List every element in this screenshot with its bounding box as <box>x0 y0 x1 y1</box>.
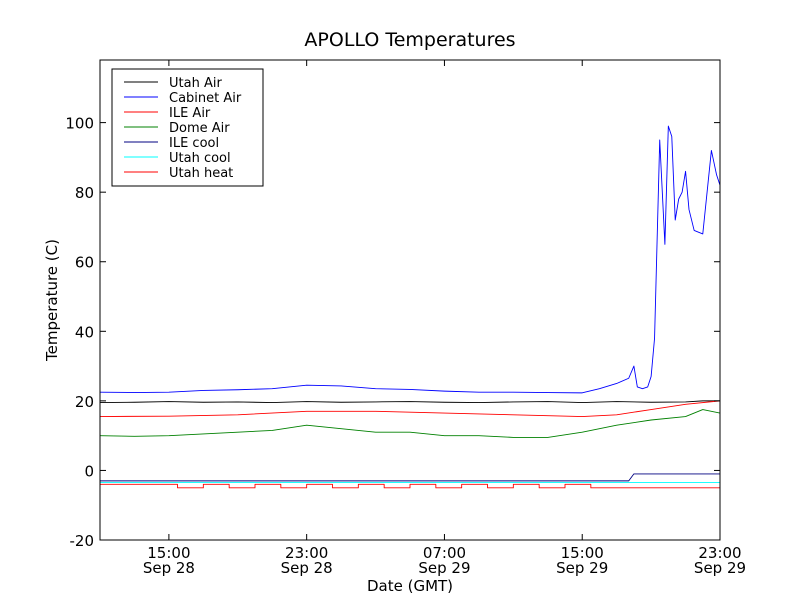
series-line-ile-cool <box>100 473 720 482</box>
y-tick-label: 80 <box>75 184 94 202</box>
x-tick-date-label: Sep 29 <box>418 559 470 577</box>
series-line-utah-air <box>100 400 720 404</box>
legend-label-cabinet-air: Cabinet Air <box>169 91 242 106</box>
series-lines <box>100 125 720 489</box>
y-tick-label: 0 <box>84 462 94 480</box>
x-axis-label: Date (GMT) <box>367 577 453 595</box>
series-line-cabinet-air <box>100 125 720 394</box>
plot-area <box>100 125 720 489</box>
x-tick-time-label: 23:00 <box>698 544 741 562</box>
x-tick-time-label: 15:00 <box>561 544 604 562</box>
series-line-utah-heat <box>100 483 720 489</box>
legend-label-utah-heat: Utah heat <box>169 166 233 181</box>
legend-label-dome-air: Dome Air <box>169 121 230 136</box>
series-line-ile-air <box>100 400 720 417</box>
chart-title: APOLLO Temperatures <box>304 29 515 51</box>
x-tick-time-label: 23:00 <box>285 544 328 562</box>
legend-label-ile-cool: ILE cool <box>169 136 219 151</box>
x-tick-date-label: Sep 29 <box>556 559 608 577</box>
y-tick-label: 60 <box>75 254 94 272</box>
x-tick-date-label: Sep 29 <box>694 559 746 577</box>
plot-frame <box>99 59 721 541</box>
legend-label-utah-cool: Utah cool <box>169 151 231 166</box>
x-tick-date-label: Sep 28 <box>281 559 333 577</box>
x-tick-date-label: Sep 28 <box>143 559 195 577</box>
legend-label-ile-air: ILE Air <box>169 106 211 121</box>
x-tick-time-label: 15:00 <box>147 544 190 562</box>
legend-label-utah-air: Utah Air <box>169 76 222 91</box>
series-line-dome-air <box>100 409 720 438</box>
x-tick-time-label: 07:00 <box>423 544 466 562</box>
y-tick-label: 100 <box>65 115 94 133</box>
y-axis-label: Temperature (C) <box>43 239 61 362</box>
y-tick-label: -20 <box>70 532 95 550</box>
y-tick-label: 20 <box>75 393 94 411</box>
y-tick-label: 40 <box>75 323 94 341</box>
